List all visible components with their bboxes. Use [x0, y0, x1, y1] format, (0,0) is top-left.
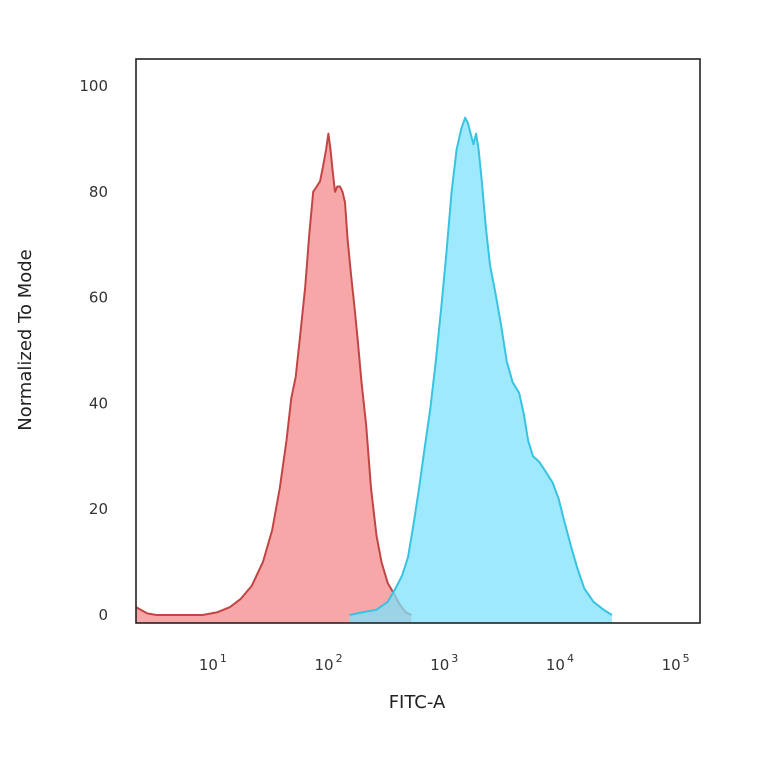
y-tick-label: 20 — [89, 500, 108, 518]
histogram-outline-2 — [349, 116, 613, 616]
plot-frame — [135, 58, 701, 624]
x-tick-label: 10 5 — [662, 652, 690, 674]
y-tick-label: 80 — [89, 183, 108, 201]
y-tick-label: 100 — [79, 77, 108, 95]
y-tick-label: 60 — [89, 289, 108, 307]
y-tick-label: 40 — [89, 394, 108, 412]
series-layer — [135, 116, 613, 623]
histogram-area-2 — [349, 117, 612, 623]
x-tick-label: 10 4 — [546, 652, 574, 674]
y-axis-title: Normalized To Mode — [15, 249, 36, 431]
x-tick-label: 10 3 — [430, 652, 458, 674]
y-axis-ticks: 0 20 40 60 80 100 — [79, 77, 108, 624]
histogram-area-1 — [136, 133, 412, 623]
y-tick-label: 0 — [98, 606, 108, 624]
x-axis-title: FITC-A — [389, 692, 446, 713]
x-tick-label: 10 2 — [315, 652, 343, 674]
histogram-outline-1 — [135, 132, 412, 616]
x-axis-ticks: 10 1 10 2 10 3 10 4 10 5 — [199, 652, 690, 674]
x-tick-label: 10 1 — [199, 652, 227, 674]
